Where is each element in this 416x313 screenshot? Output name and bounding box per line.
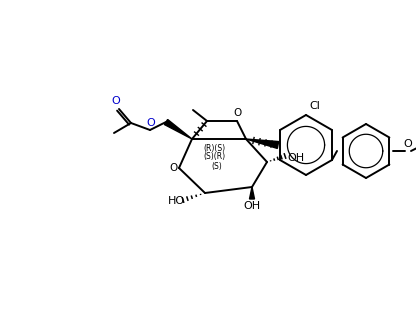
Text: (S)(R): (S)(R) — [203, 152, 225, 162]
Text: HO: HO — [168, 196, 185, 206]
Polygon shape — [246, 139, 279, 148]
Text: O: O — [111, 96, 120, 106]
Text: O: O — [234, 108, 242, 118]
Text: O: O — [169, 163, 177, 173]
Text: (S): (S) — [212, 162, 223, 171]
Text: O: O — [404, 139, 412, 149]
Polygon shape — [164, 120, 192, 139]
Text: OH: OH — [243, 201, 260, 211]
Text: O: O — [146, 118, 155, 128]
Text: OH: OH — [287, 153, 304, 163]
Polygon shape — [250, 187, 255, 199]
Text: (R)(S): (R)(S) — [203, 143, 225, 152]
Text: Cl: Cl — [309, 101, 320, 111]
